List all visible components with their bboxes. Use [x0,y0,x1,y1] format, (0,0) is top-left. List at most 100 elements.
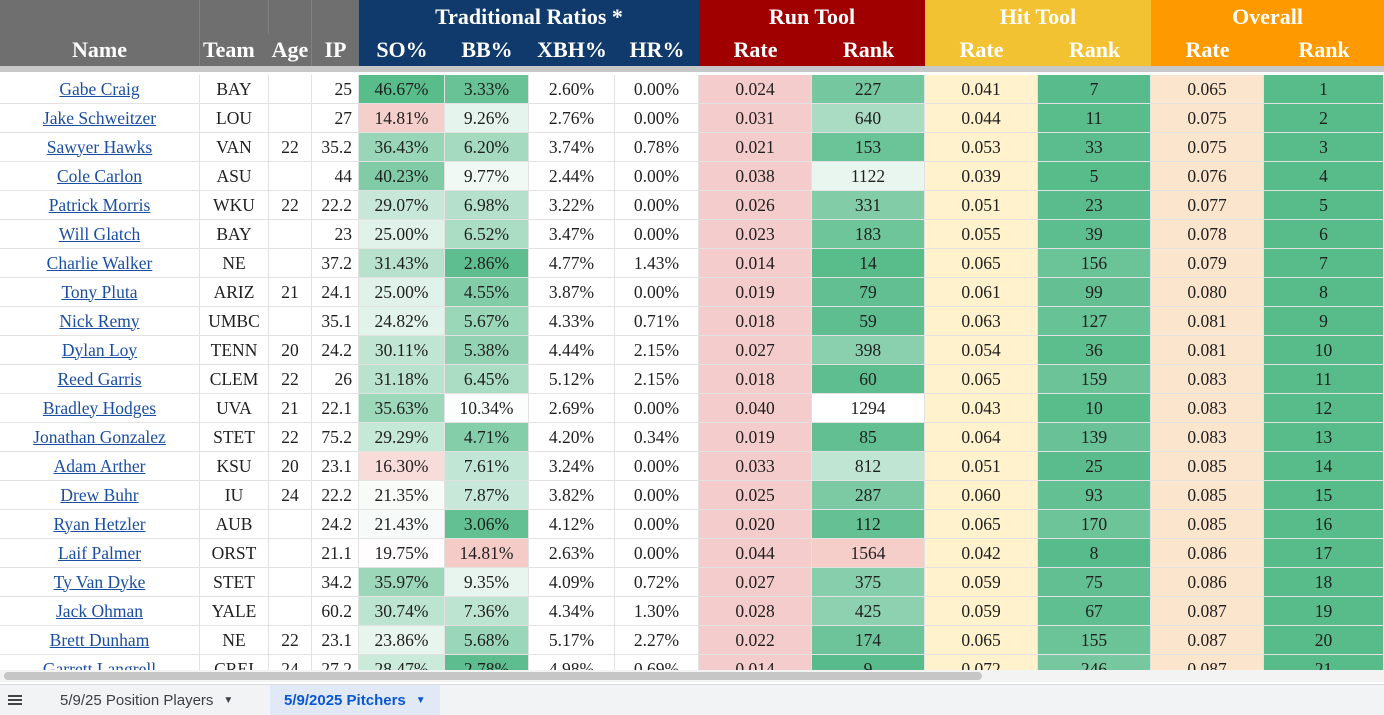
cell-hr[interactable]: 2.15% [615,336,699,365]
col-header-hr[interactable]: HR% [615,34,699,66]
player-name-link[interactable]: Adam Arther [0,452,200,481]
cell-hit-rank[interactable]: 156 [1038,249,1151,278]
col-header-name[interactable]: Name [0,34,200,66]
cell-run-rate[interactable]: 0.018 [699,307,812,336]
cell-age[interactable] [269,510,312,539]
cell-ov-rank[interactable]: 13 [1264,423,1384,452]
cell-run-rate[interactable]: 0.028 [699,597,812,626]
cell-ov-rank[interactable]: 17 [1264,539,1384,568]
cell-team[interactable]: CLEM [200,365,269,394]
cell-run-rate[interactable]: 0.019 [699,278,812,307]
cell-run-rank[interactable]: 112 [812,510,925,539]
col-header-age[interactable]: Age [269,34,312,66]
cell-so[interactable]: 30.74% [359,597,445,626]
cell-bb[interactable]: 7.61% [445,452,529,481]
cell-hit-rank[interactable]: 159 [1038,365,1151,394]
cell-bb[interactable]: 6.20% [445,133,529,162]
cell-ip[interactable]: 34.2 [312,568,359,597]
cell-bb[interactable]: 6.45% [445,365,529,394]
cell-ov-rank[interactable]: 19 [1264,597,1384,626]
cell-run-rank[interactable]: 640 [812,104,925,133]
cell-run-rank[interactable]: 375 [812,568,925,597]
cell-ip[interactable]: 24.1 [312,278,359,307]
cell-hit-rank[interactable]: 93 [1038,481,1151,510]
cell-run-rank[interactable]: 331 [812,191,925,220]
player-name-link[interactable]: Laif Palmer [0,539,200,568]
player-name-link[interactable]: Will Glatch [0,220,200,249]
cell-ip[interactable]: 35.1 [312,307,359,336]
cell-so[interactable]: 19.75% [359,539,445,568]
cell-ip[interactable]: 21.1 [312,539,359,568]
player-name-link[interactable]: Brett Dunham [0,626,200,655]
player-name-link[interactable]: Bradley Hodges [0,394,200,423]
cell-so[interactable]: 29.07% [359,191,445,220]
cell-hr[interactable]: 0.71% [615,307,699,336]
cell-age[interactable] [269,162,312,191]
cell-xbh[interactable]: 2.63% [529,539,615,568]
cell-run-rate[interactable]: 0.018 [699,365,812,394]
cell-run-rate[interactable]: 0.019 [699,423,812,452]
cell-ip[interactable]: 75.2 [312,423,359,452]
cell-run-rate[interactable]: 0.033 [699,452,812,481]
col-header-xbh[interactable]: XBH% [529,34,615,66]
cell-bb[interactable]: 6.98% [445,191,529,220]
player-name-link[interactable]: Drew Buhr [0,481,200,510]
cell-xbh[interactable]: 3.24% [529,452,615,481]
cell-bb[interactable]: 5.68% [445,626,529,655]
cell-so[interactable]: 23.86% [359,626,445,655]
cell-ov-rate[interactable]: 0.080 [1151,278,1264,307]
cell-bb[interactable]: 6.52% [445,220,529,249]
cell-age[interactable]: 22 [269,365,312,394]
cell-age[interactable]: 22 [269,133,312,162]
cell-run-rate[interactable]: 0.021 [699,133,812,162]
cell-hr[interactable]: 0.00% [615,104,699,133]
cell-hr[interactable]: 0.00% [615,394,699,423]
cell-hit-rate[interactable]: 0.053 [925,133,1038,162]
cell-run-rank[interactable]: 60 [812,365,925,394]
cell-ov-rate[interactable]: 0.087 [1151,626,1264,655]
cell-ov-rate[interactable]: 0.076 [1151,162,1264,191]
cell-hr[interactable]: 0.72% [615,568,699,597]
cell-hr[interactable]: 0.00% [615,539,699,568]
cell-run-rate[interactable]: 0.040 [699,394,812,423]
cell-run-rank[interactable]: 85 [812,423,925,452]
cell-run-rate[interactable]: 0.026 [699,191,812,220]
cell-so[interactable]: 29.29% [359,423,445,452]
cell-ip[interactable]: 26 [312,365,359,394]
player-name-link[interactable]: Reed Garris [0,365,200,394]
cell-ov-rank[interactable]: 3 [1264,133,1384,162]
cell-run-rank[interactable]: 153 [812,133,925,162]
player-name-link[interactable]: Ryan Hetzler [0,510,200,539]
cell-run-rate[interactable]: 0.044 [699,539,812,568]
cell-ov-rate[interactable]: 0.065 [1151,75,1264,104]
cell-run-rank[interactable]: 398 [812,336,925,365]
cell-ov-rank[interactable]: 15 [1264,481,1384,510]
col-header-hit-rate[interactable]: Rate [925,34,1038,66]
col-header-run-rate[interactable]: Rate [699,34,812,66]
player-name-link[interactable]: Jack Ohman [0,597,200,626]
cell-hit-rate[interactable]: 0.041 [925,75,1038,104]
cell-ip[interactable]: 23.1 [312,626,359,655]
player-name-link[interactable]: Charlie Walker [0,249,200,278]
col-header-overall-rank[interactable]: Rank [1264,34,1384,66]
cell-hit-rate[interactable]: 0.043 [925,394,1038,423]
cell-team[interactable]: ORST [200,539,269,568]
cell-ov-rate[interactable]: 0.077 [1151,191,1264,220]
group-header-traditional[interactable]: Traditional Ratios * [359,0,699,34]
cell-xbh[interactable]: 5.12% [529,365,615,394]
cell-ov-rate[interactable]: 0.075 [1151,133,1264,162]
col-header-hit-rank[interactable]: Rank [1038,34,1151,66]
cell-hit-rank[interactable]: 8 [1038,539,1151,568]
cell-ip[interactable]: 44 [312,162,359,191]
cell-ov-rate[interactable]: 0.081 [1151,336,1264,365]
cell-ov-rank[interactable]: 7 [1264,249,1384,278]
cell-age[interactable]: 22 [269,423,312,452]
cell-run-rate[interactable]: 0.025 [699,481,812,510]
cell-bb[interactable]: 2.86% [445,249,529,278]
cell-hit-rate[interactable]: 0.065 [925,365,1038,394]
cell-hit-rate[interactable]: 0.042 [925,539,1038,568]
cell-xbh[interactable]: 4.44% [529,336,615,365]
cell-ov-rank[interactable]: 6 [1264,220,1384,249]
col-header-ip[interactable]: IP [312,34,359,66]
cell-hit-rank[interactable]: 39 [1038,220,1151,249]
